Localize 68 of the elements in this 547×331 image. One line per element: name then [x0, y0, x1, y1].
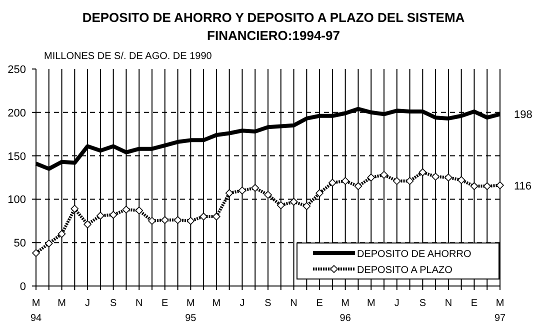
point — [58, 230, 66, 238]
x-tick-label: S — [264, 298, 272, 309]
x-tick-label: M 94 — [30, 298, 42, 324]
x-tick-label: M — [212, 298, 221, 309]
x-tick-label: S — [419, 298, 426, 309]
chart-title: DEPOSITO DE AHORRO Y DEPOSITO A PLAZO DEL SISTEMA FINANCIERO:1994-97 — [82, 10, 466, 43]
point — [160, 216, 169, 224]
y-tick-label: 250 — [8, 64, 26, 76]
x-tick-label: J — [240, 298, 245, 309]
legend-label: DEPOSITO A PLAZO — [357, 265, 453, 276]
point — [316, 189, 324, 198]
point — [251, 184, 260, 192]
x-tick-label: M 97 — [494, 298, 506, 324]
point — [341, 177, 350, 185]
point — [432, 172, 440, 181]
point — [444, 174, 452, 182]
point — [32, 249, 40, 257]
x-tick-label: M 95 — [185, 298, 197, 324]
point — [225, 189, 234, 198]
y-axis-title: MILLONES DE S/. DE AGO. DE 1990 — [44, 51, 212, 62]
point — [380, 170, 388, 179]
point — [470, 182, 478, 190]
x-tick-label: N — [444, 298, 452, 309]
point — [483, 182, 492, 190]
y-tick-label: 100 — [8, 194, 26, 206]
point — [135, 206, 144, 214]
x-tick-label: M — [366, 298, 376, 309]
x-tick-label: N — [290, 298, 298, 309]
x-tick-label: E — [162, 298, 169, 309]
point — [148, 217, 156, 225]
point — [212, 212, 220, 220]
x-tick-label: E — [470, 298, 478, 309]
y-tick-label: 150 — [8, 150, 26, 163]
point — [457, 176, 466, 184]
point — [496, 181, 504, 190]
point — [302, 202, 311, 210]
point — [186, 217, 195, 225]
point — [84, 220, 92, 228]
x-tick-label: N — [135, 298, 143, 309]
point — [174, 216, 182, 224]
x-tick-label: M — [58, 298, 66, 309]
x-tick-label: J — [85, 298, 90, 309]
point — [367, 174, 376, 182]
x-tick-label: E — [316, 298, 324, 309]
point — [392, 177, 401, 185]
x-tick-label: S — [110, 298, 117, 309]
point — [238, 186, 246, 194]
point — [290, 198, 298, 206]
point — [264, 190, 272, 199]
data-label: 198 — [514, 109, 532, 122]
point — [70, 204, 79, 213]
y-tick-label: 200 — [8, 107, 26, 120]
point — [200, 212, 208, 220]
point — [418, 168, 427, 176]
point — [354, 182, 362, 190]
point — [109, 210, 118, 219]
point — [44, 240, 53, 248]
point — [328, 178, 336, 187]
point — [96, 212, 104, 220]
point — [276, 201, 285, 210]
point — [122, 206, 130, 214]
point — [406, 177, 414, 185]
y-tick-label: 50 — [14, 238, 26, 250]
legend-label: DEPOSITO DE AHORRO — [357, 249, 472, 260]
data-label: 116 — [514, 180, 532, 192]
x-tick-label: M 96 — [340, 298, 352, 324]
x-tick-label: J — [394, 298, 400, 309]
y-tick-label: 0 — [20, 281, 26, 293]
